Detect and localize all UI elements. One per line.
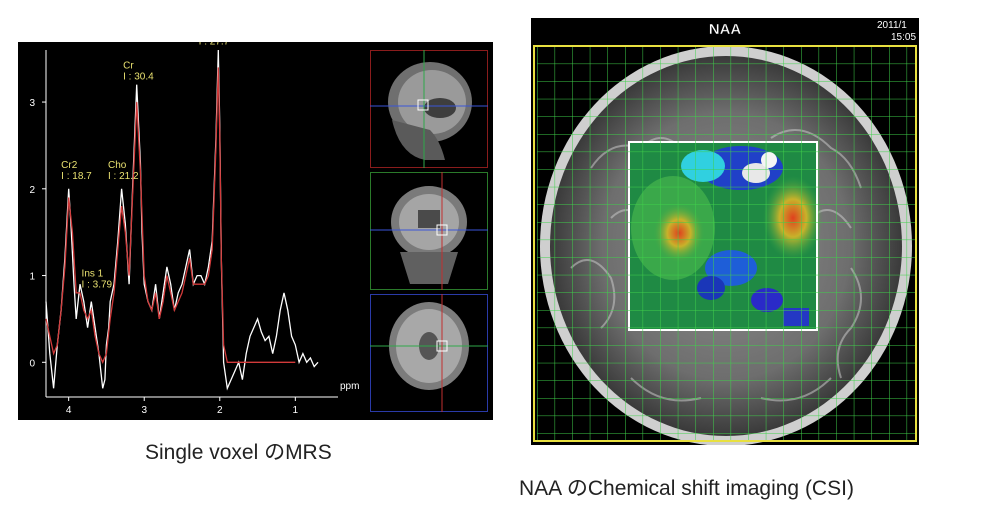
series-fit-line [45,67,296,364]
y-tick-label: 0 [29,358,35,369]
y-tick-label: 1 [29,272,35,283]
y-tick-label: 3 [29,98,35,109]
coronal-localizer [370,172,488,290]
caption-naa-csi: NAA のChemical shift imaging (CSI) [519,477,854,500]
peak-value-cho: I : 21.2 [108,171,139,182]
csi-map-panel: NAA 2011/1 15:05 [531,18,919,446]
csi-date: 2011/1 [877,20,907,31]
csi-time: 15:05 [891,32,916,43]
x-tick-label: 1 [293,405,299,416]
peak-label-cho: Cho [108,160,127,171]
peak-label-cr2: Cr2 [61,160,78,171]
caption-single-voxel-mrs: Single voxel のMRS [145,441,332,464]
peak-value-ins-1: I : 3.79 [82,280,113,291]
csi-map: NAA 2011/1 15:05 [531,18,919,446]
axial-localizer [370,294,488,412]
peak-label-ins-1: Ins 1 [82,269,104,280]
csi-title: NAA [709,21,742,38]
x-axis-label: ppm [340,381,359,392]
series-measured-line [45,49,319,391]
peak-label-cr: Cr [123,60,134,71]
localizer-thumbnails [363,42,493,420]
x-tick-label: 2 [217,405,223,416]
sagittal-localizer [370,50,488,168]
peak-value-cr2: I : 18.7 [61,171,92,182]
peak-value-naa: I : 27.7 [199,42,230,48]
x-tick-label: 4 [66,405,72,416]
y-tick-label: 2 [29,185,35,196]
peak-value-cr: I : 30.4 [123,71,154,82]
x-tick-label: 3 [141,405,147,416]
